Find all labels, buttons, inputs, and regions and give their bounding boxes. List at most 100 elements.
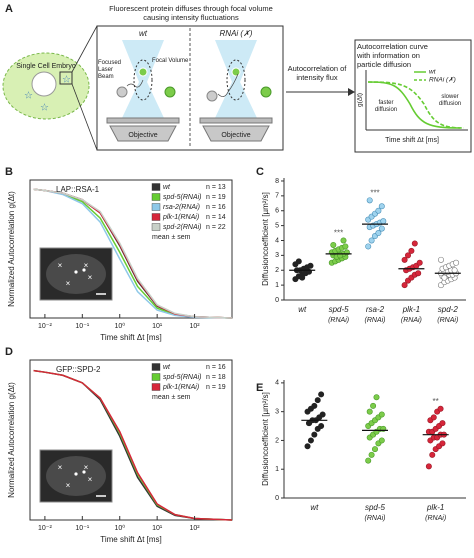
data-point [366, 197, 373, 204]
category-sublabel: (RNAi) [365, 515, 386, 522]
y-tick-label: 1 [275, 282, 279, 289]
legend-swatch [151, 213, 161, 221]
data-point [342, 243, 349, 250]
cross-mark: × [58, 463, 63, 472]
data-point [439, 420, 446, 427]
data-point [411, 240, 418, 247]
y-tick-label: 0 [275, 297, 279, 304]
cross-mark: × [88, 475, 93, 484]
panel-label: D [5, 346, 13, 358]
category-label: spd-2 [438, 305, 459, 314]
focal-volume-label: Focal Volume [152, 58, 189, 64]
y-tick-label: 3 [275, 252, 279, 259]
legend-swatch [151, 193, 161, 201]
schematic-curve [367, 81, 465, 129]
embryo-label: Single Cell Embryo [16, 63, 76, 70]
legend-label: rsa-2(RNAi) [163, 204, 200, 211]
data-point [314, 397, 321, 404]
particle [138, 67, 148, 77]
axis-label: g(Δt) [357, 93, 364, 107]
category-sublabel: (RNAi) [328, 317, 349, 324]
slower-label: slower diffusion [438, 94, 462, 107]
x-tick-label: 10⁰ [114, 322, 125, 330]
legend-swatch [151, 383, 161, 391]
legend-swatch [151, 183, 161, 191]
legend-n: n = 19 [206, 384, 226, 391]
legend-label: spd-5(RNAi) [163, 374, 202, 381]
category-sublabel: (RNAi) [437, 317, 458, 324]
category-sublabel: (RNAi) [365, 317, 386, 324]
faster-label: faster diffusion [374, 100, 398, 113]
centrosome-star: ☆ [24, 91, 33, 102]
data-point [304, 443, 311, 450]
zoom-line [71, 25, 98, 73]
laser-label: Focused Laser Beam [98, 60, 122, 80]
data-point [404, 252, 411, 259]
coverslip [106, 117, 180, 124]
embryo-image [46, 456, 106, 496]
laser-cone [122, 40, 164, 118]
data-point [453, 259, 460, 266]
schematic-title: Fluorescent protein diffuses through foc… [109, 4, 273, 22]
x-tick-label: 10⁻² [38, 323, 52, 330]
data-point [366, 408, 373, 415]
y-axis-label: Normalized Autocorrelation g(Δt) [7, 382, 16, 498]
plot-frame [29, 359, 233, 521]
data-point [380, 218, 387, 225]
zoom-box [59, 71, 73, 85]
objective-label: Objective [128, 132, 157, 139]
objective-lens [202, 125, 270, 142]
data-point [368, 451, 375, 458]
y-axis-label: Diffusioncoefficient [µm²/s] [261, 392, 270, 486]
y-axis-label: Diffusioncoefficient [µm²/s] [261, 192, 270, 286]
panel-label: C [256, 166, 264, 178]
spot [74, 270, 78, 274]
trajectory [126, 79, 144, 88]
x-tick-label: 10⁻² [38, 525, 52, 532]
data-point [311, 402, 318, 409]
arrowhead [348, 88, 355, 96]
data-point [307, 262, 314, 269]
y-tick-label: 8 [275, 178, 279, 185]
category-label: spd-5 [365, 503, 386, 512]
series-line [33, 188, 233, 319]
inset-label: LAP::RSA-1 [56, 185, 100, 194]
embryo-image [46, 254, 106, 294]
legend-swatch [151, 203, 161, 211]
significance: ** [433, 397, 439, 406]
category-sublabel: (RNAi) [401, 317, 422, 324]
legend-swatch [151, 223, 161, 231]
particle [116, 86, 128, 98]
legend-n: n = 19 [206, 194, 226, 201]
legend-label: wt [163, 364, 171, 371]
data-point [430, 414, 437, 421]
legend-n: n = 22 [206, 224, 226, 231]
data-point [295, 258, 302, 265]
cross-mark: × [88, 273, 93, 282]
legend-label: plk-1(RNAi) [162, 214, 199, 221]
y-tick-label: 0 [275, 495, 279, 502]
nucleus [31, 71, 57, 97]
data-point [378, 225, 385, 232]
inset-label: GFP::SPD-2 [56, 365, 101, 374]
data-point [425, 463, 432, 470]
x-tick-label: 10⁰ [114, 524, 125, 532]
series-line [33, 369, 233, 521]
data-point [373, 394, 380, 401]
legend-n: n = 13 [206, 184, 226, 191]
x-tick-label: 10¹ [152, 525, 163, 532]
legend-label: spd-2(RNAi) [163, 224, 202, 231]
data-point [365, 243, 372, 250]
x-tick-label: 10² [190, 323, 201, 330]
data-point [441, 274, 448, 281]
data-point [299, 274, 306, 281]
data-point [311, 431, 318, 438]
legend-swatch [151, 373, 161, 381]
legend-n: n = 16 [206, 204, 226, 211]
x-axis-label: Time shift Δt [ms] [100, 333, 162, 342]
cross-mark: × [66, 481, 71, 490]
data-point [318, 391, 325, 398]
category-label: rsa-2 [366, 305, 385, 314]
cross-mark: × [66, 279, 71, 288]
data-point [340, 237, 347, 244]
